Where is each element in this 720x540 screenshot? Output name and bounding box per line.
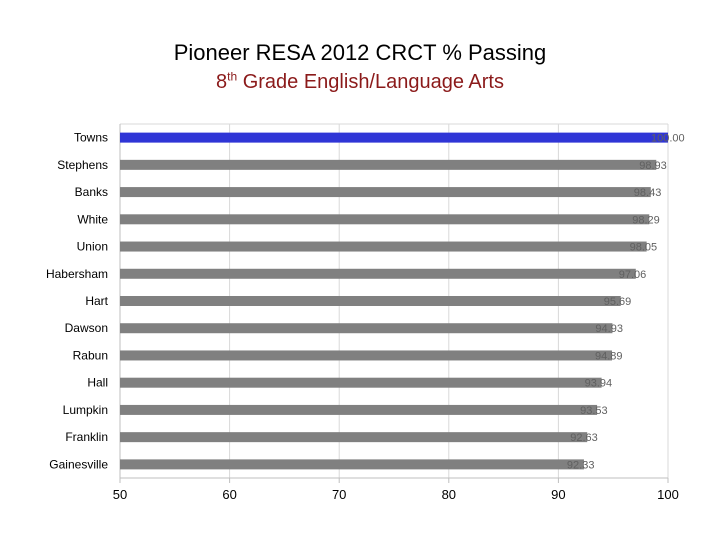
category-label-stephens: Stephens <box>57 158 108 172</box>
bar-union <box>120 241 647 252</box>
x-tick-label-80: 80 <box>442 487 456 502</box>
category-label-dawson: Dawson <box>65 321 108 335</box>
category-label-gainesville: Gainesville <box>49 457 108 471</box>
category-label-towns: Towns <box>74 131 108 145</box>
category-label-habersham: Habersham <box>46 267 108 281</box>
bar-rabun <box>120 350 612 361</box>
chart-title-line2: 8th Grade English/Language Arts <box>0 68 720 96</box>
subtitle-text: Grade English/Language Arts <box>237 71 504 93</box>
bar-dawson <box>120 323 613 334</box>
bar-stephens <box>120 159 657 170</box>
grade-suffix: th <box>227 69 238 84</box>
category-label-white: White <box>77 212 108 226</box>
value-label-towns: 100.00 <box>651 133 685 145</box>
category-label-union: Union <box>77 240 108 254</box>
value-label-habersham: 97.06 <box>619 269 647 281</box>
value-label-rabun: 94.89 <box>595 350 623 362</box>
bar-lumpkin <box>120 404 598 415</box>
value-label-hart: 95.69 <box>604 296 632 308</box>
value-label-hall: 93.94 <box>585 378 613 390</box>
bar-banks <box>120 187 651 198</box>
category-label-franklin: Franklin <box>65 430 108 444</box>
category-label-hart: Hart <box>85 294 108 308</box>
x-tick-label-50: 50 <box>113 487 127 502</box>
value-label-stephens: 98.93 <box>639 160 667 172</box>
bar-towns <box>120 132 668 143</box>
x-tick-label-90: 90 <box>551 487 565 502</box>
value-label-gainesville: 92.33 <box>567 459 595 471</box>
bar-habersham <box>120 268 636 279</box>
value-label-dawson: 94.93 <box>595 323 623 335</box>
bar-gainesville <box>120 459 584 470</box>
x-tick-label-100: 100 <box>657 487 679 502</box>
category-label-rabun: Rabun <box>73 348 108 362</box>
bar-hall <box>120 377 602 388</box>
chart-title: Pioneer RESA 2012 CRCT % Passing 8th Gra… <box>0 38 720 96</box>
value-label-union: 98.05 <box>630 242 658 254</box>
category-label-lumpkin: Lumpkin <box>63 403 108 417</box>
value-label-banks: 98.43 <box>634 187 662 199</box>
value-label-lumpkin: 93.53 <box>580 405 608 417</box>
category-label-banks: Banks <box>75 185 108 199</box>
bar-hart <box>120 296 621 306</box>
grade-number: 8 <box>216 71 228 93</box>
x-tick-label-60: 60 <box>222 487 236 502</box>
value-label-franklin: 92.63 <box>570 432 598 444</box>
category-label-hall: Hall <box>87 376 108 390</box>
chart-title-line1: Pioneer RESA 2012 CRCT % Passing <box>173 40 547 65</box>
x-tick-label-70: 70 <box>332 487 346 502</box>
bar-franklin <box>120 432 588 443</box>
bar-white <box>120 214 650 225</box>
value-label-white: 98.29 <box>632 214 660 226</box>
